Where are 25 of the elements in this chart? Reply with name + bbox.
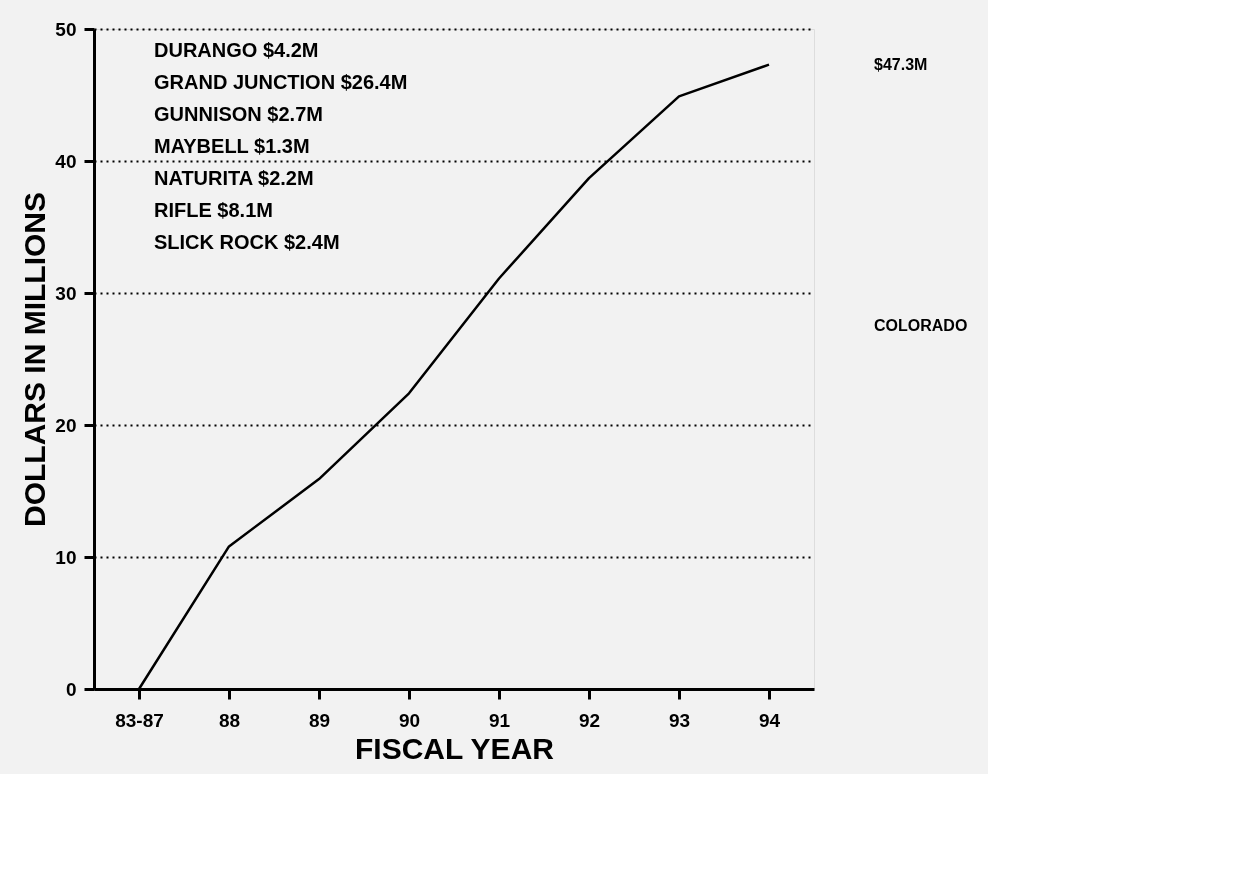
annotation: SLICK ROCK $2.4M bbox=[154, 231, 340, 253]
x-tick-label: 94 bbox=[758, 709, 781, 731]
annotation: MAYBELL $1.3M bbox=[154, 135, 310, 157]
y-tick-label: 10 bbox=[55, 546, 77, 568]
annotation: GRAND JUNCTION $26.4M bbox=[154, 71, 408, 93]
y-tick-label: 0 bbox=[65, 678, 77, 700]
x-tick-label: 91 bbox=[488, 709, 511, 731]
y-tick-label: 20 bbox=[55, 414, 77, 436]
x-tick-label: 90 bbox=[398, 709, 421, 731]
text: $47.3M bbox=[874, 55, 928, 73]
x-tick-label: 92 bbox=[578, 709, 601, 731]
x-tick-label: 93 bbox=[668, 709, 691, 731]
y-tick-label: 40 bbox=[55, 150, 77, 172]
x-axis-title: FISCAL YEAR bbox=[355, 731, 555, 765]
x-tick-label: 83-87 bbox=[115, 709, 164, 731]
annotation: RIFLE $8.1M bbox=[154, 199, 273, 221]
text: COLORADO bbox=[874, 317, 968, 334]
y-axis-title: DOLLARS IN MILLIONS bbox=[18, 192, 52, 527]
y-tick-label: 30 bbox=[55, 282, 77, 304]
annotation: DURANGO $4.2M bbox=[154, 39, 319, 61]
x-tick-label: 89 bbox=[308, 709, 331, 731]
annotation: GUNNISON $2.7M bbox=[154, 103, 323, 125]
annotation: NATURITA $2.2M bbox=[154, 167, 314, 189]
x-tick-label: 88 bbox=[218, 709, 241, 731]
y-tick-label: 50 bbox=[55, 18, 77, 40]
